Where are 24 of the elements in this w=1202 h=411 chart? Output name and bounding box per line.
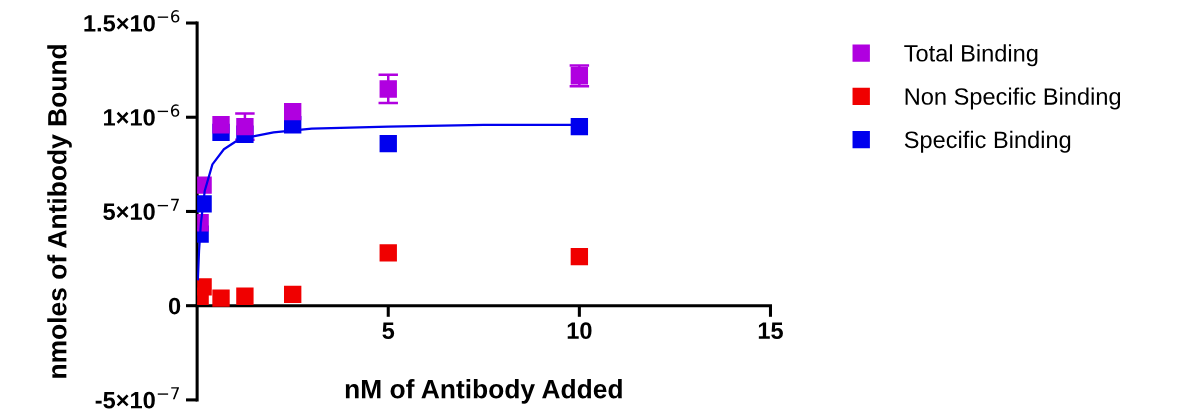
y-tick-label: 0: [168, 297, 181, 315]
x-axis-title: nM of Antibody Added: [345, 379, 622, 404]
y-tick-label: 5×10$^{−7}$: [103, 198, 179, 221]
y-axis-title: nmoles of Antibody Bound: [47, 45, 72, 378]
point: [570, 248, 589, 266]
x-tick-label: 10: [567, 322, 592, 339]
point: [570, 117, 589, 136]
point: [212, 289, 230, 307]
point: [284, 285, 302, 304]
point: [284, 102, 302, 121]
point: [236, 117, 254, 136]
y-tick-label: 1×10$^{−6}$: [104, 104, 180, 126]
point: [379, 134, 397, 153]
point: [236, 287, 254, 305]
legend-label: Total Binding: [904, 44, 1038, 67]
x-tick-label: 5: [382, 322, 395, 339]
x-tick-label: 15: [758, 322, 783, 339]
point: [212, 116, 230, 134]
point: [379, 244, 397, 262]
y-tick-label: 1.5×10$^{−6}$: [84, 10, 180, 32]
y-tick-label: -5×10$^{−7}$: [95, 387, 179, 409]
point: [379, 80, 397, 98]
legend-label: Non Specific Binding: [905, 87, 1121, 110]
legend-label: Specific Binding: [904, 130, 1071, 153]
